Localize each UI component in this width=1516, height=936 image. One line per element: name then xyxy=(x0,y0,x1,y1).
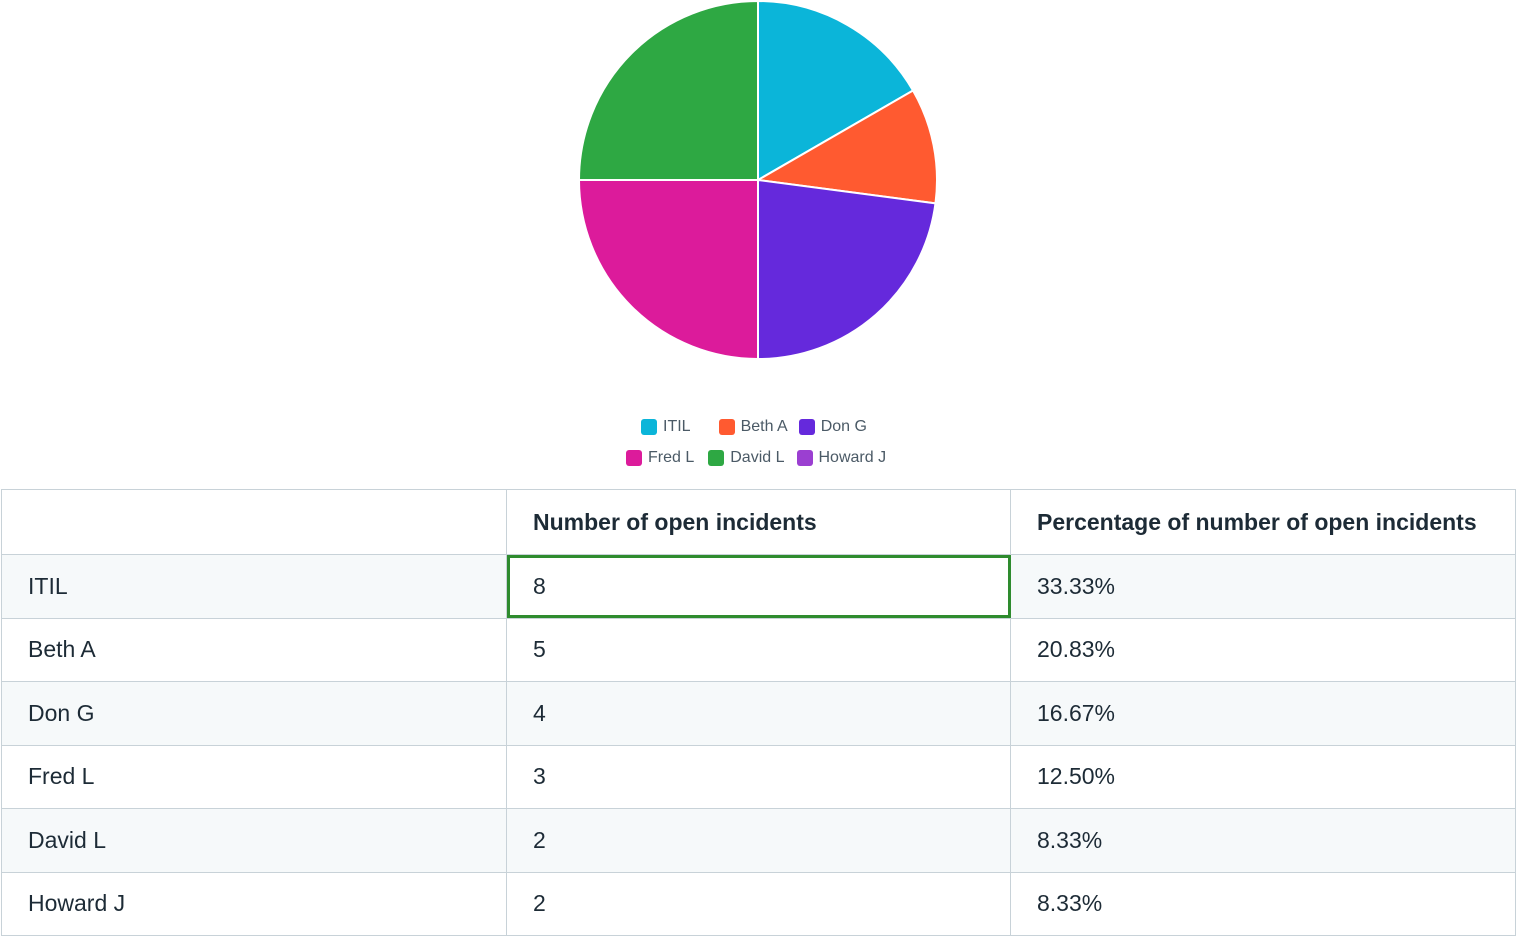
table-row: Beth A 5 20.83% xyxy=(1,617,1516,682)
legend-swatch-beth-a xyxy=(718,419,735,435)
column-header-count[interactable]: Number of open incidents xyxy=(506,489,1011,555)
percent-cell[interactable]: 20.83% xyxy=(1010,617,1516,682)
legend-item-itil[interactable]: ITIL xyxy=(641,418,691,436)
legend-item-david-l[interactable]: David L xyxy=(708,449,785,467)
table-row: Howard J 2 8.33% xyxy=(1,871,1516,936)
legend-label-david-l: David L xyxy=(730,449,785,466)
percent-cell[interactable]: 12.50% xyxy=(1010,744,1516,809)
row-name-cell[interactable]: David L xyxy=(1,808,507,873)
column-header-name xyxy=(1,489,507,555)
legend-swatch-david-l xyxy=(708,450,725,466)
count-cell-selected[interactable]: 8 xyxy=(506,554,1011,619)
legend-swatch-itil xyxy=(641,419,657,435)
count-cell[interactable]: 3 xyxy=(506,744,1011,809)
row-name-cell[interactable]: ITIL xyxy=(1,554,507,619)
row-name-cell[interactable]: Beth A xyxy=(1,617,507,682)
data-table: Number of open incidents Percentage of n… xyxy=(1,489,1516,936)
legend-swatch-don-g xyxy=(798,419,815,435)
legend-item-fred-l[interactable]: Fred L xyxy=(626,449,694,467)
percent-cell[interactable]: 33.33% xyxy=(1010,554,1516,619)
legend-swatch-fred-l xyxy=(626,450,642,466)
count-cell[interactable]: 2 xyxy=(506,871,1011,936)
legend-label-itil: ITIL xyxy=(663,418,691,435)
legend-label-beth-a: Beth A xyxy=(740,418,788,435)
pie-chart xyxy=(578,0,938,360)
percent-cell[interactable]: 16.67% xyxy=(1010,681,1516,746)
row-name-cell[interactable]: Fred L xyxy=(1,744,507,809)
count-cell[interactable]: 4 xyxy=(506,681,1011,746)
legend-label-don-g: Don G xyxy=(820,418,867,435)
percent-cell[interactable]: 8.33% xyxy=(1010,808,1516,873)
legend-swatch-howard-j xyxy=(796,450,813,466)
legend-label-fred-l: Fred L xyxy=(648,449,695,466)
table-row: Don G 4 16.67% xyxy=(1,681,1516,746)
count-cell[interactable]: 5 xyxy=(506,617,1011,682)
legend-item-don-g[interactable]: Don G xyxy=(798,418,867,436)
column-header-percentage[interactable]: Percentage of number of open incidents xyxy=(1010,489,1516,555)
pie-slice-don-g[interactable] xyxy=(757,179,937,360)
legend-label-howard-j: Howard J xyxy=(818,449,887,466)
table-row: Fred L 3 12.50% xyxy=(1,744,1516,809)
pie-slice-david-l[interactable] xyxy=(578,0,759,181)
pie-slice-itil[interactable] xyxy=(757,0,915,181)
table-row: ITIL 8 33.33% xyxy=(1,554,1516,619)
legend-row-1: ITIL Beth A Don G xyxy=(641,412,867,442)
table-header-row: Number of open incidents Percentage of n… xyxy=(1,489,1516,555)
table-row: David L 2 8.33% xyxy=(1,808,1516,873)
legend-item-howard-j[interactable]: Howard J xyxy=(796,449,887,467)
row-name-cell[interactable]: Don G xyxy=(1,681,507,746)
row-name-cell[interactable]: Howard J xyxy=(1,871,507,936)
legend-row-2: Fred L David L Howard J xyxy=(626,443,886,473)
pie-slice-beth-a[interactable] xyxy=(757,89,938,205)
pie-slice-fred-l[interactable] xyxy=(578,179,759,360)
percent-cell[interactable]: 8.33% xyxy=(1010,871,1516,936)
count-cell[interactable]: 2 xyxy=(506,808,1011,873)
legend-item-beth-a[interactable]: Beth A xyxy=(718,418,788,436)
